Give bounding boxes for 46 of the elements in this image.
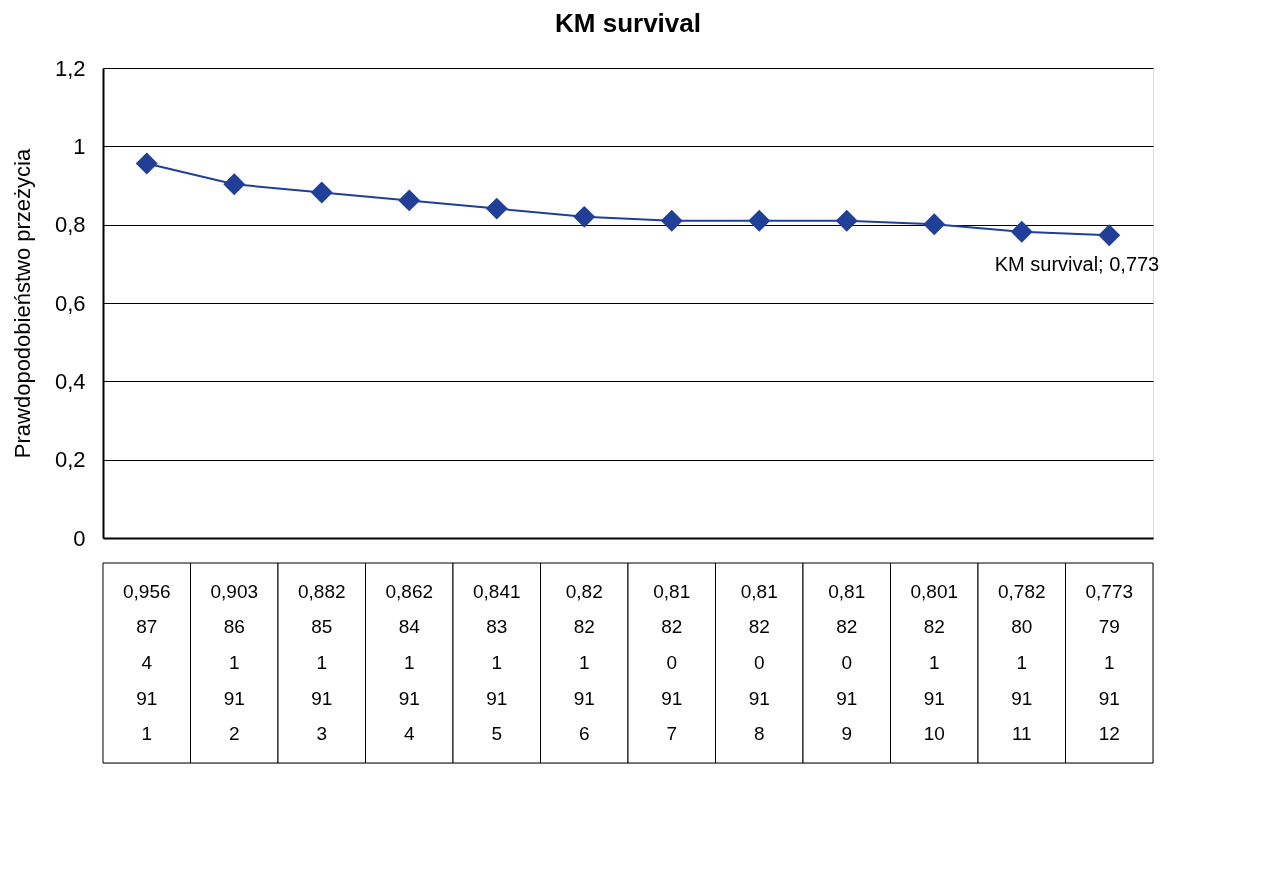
y-tick-label: 0,6 xyxy=(54,290,86,316)
data-label: 0,81 xyxy=(828,580,866,602)
y-tick-label: 0,4 xyxy=(54,368,86,394)
x-tick-label: 87 4 91 1 xyxy=(136,616,158,745)
data-label: 0,81 xyxy=(740,580,778,602)
point xyxy=(573,205,596,228)
x-tick-label: 82 1 91 10 xyxy=(923,616,945,745)
data-label: 0,862 xyxy=(385,580,434,602)
x-tick-label: 85 1 91 3 xyxy=(311,616,333,745)
point xyxy=(923,213,946,236)
point xyxy=(748,209,771,232)
y-tick-label: 0 xyxy=(73,525,86,551)
x-tick-label: 86 1 91 2 xyxy=(223,616,245,745)
x-tick-label: 82 0 91 7 xyxy=(661,616,683,745)
chart-title: KM survival xyxy=(555,8,701,38)
point xyxy=(835,209,858,232)
point xyxy=(398,189,421,212)
y-tick-label: 0,8 xyxy=(54,212,86,238)
data-label: 0,81 xyxy=(653,580,691,602)
data-label: 0,882 xyxy=(297,580,346,602)
x-tick-label: 82 1 91 6 xyxy=(573,616,595,745)
x-tick-label: 82 0 91 9 xyxy=(836,616,858,745)
point xyxy=(485,197,508,220)
x-tick-label: 80 1 91 11 xyxy=(1011,616,1033,745)
data-label: 0,903 xyxy=(210,580,259,602)
x-tick-label: 83 1 91 5 xyxy=(486,616,508,745)
y-axis-title: Prawdopodobieństwo przeżycia xyxy=(9,148,35,459)
point xyxy=(310,181,333,204)
data-label: 0,956 xyxy=(122,580,171,602)
data-label: 0,801 xyxy=(910,580,959,602)
x-tick-label: 79 1 91 12 xyxy=(1098,616,1120,745)
point xyxy=(1010,220,1033,243)
data-label: 0,773 xyxy=(1085,580,1134,602)
annotation: KM survival; 0,773 xyxy=(994,253,1160,276)
y-tick-label: 1 xyxy=(73,133,86,159)
data-label: 0,841 xyxy=(472,580,521,602)
point xyxy=(660,209,683,232)
data-label: 0,82 xyxy=(565,580,603,602)
x-tick-label: 82 0 91 8 xyxy=(748,616,770,745)
x-tick-label: 84 1 91 4 xyxy=(398,616,421,745)
point xyxy=(223,173,246,196)
y-tick-label: 0,2 xyxy=(54,447,86,473)
y-tick-label: 1,2 xyxy=(54,55,86,81)
data-label: 0,782 xyxy=(997,580,1046,602)
point xyxy=(1098,224,1121,247)
point xyxy=(135,152,158,175)
